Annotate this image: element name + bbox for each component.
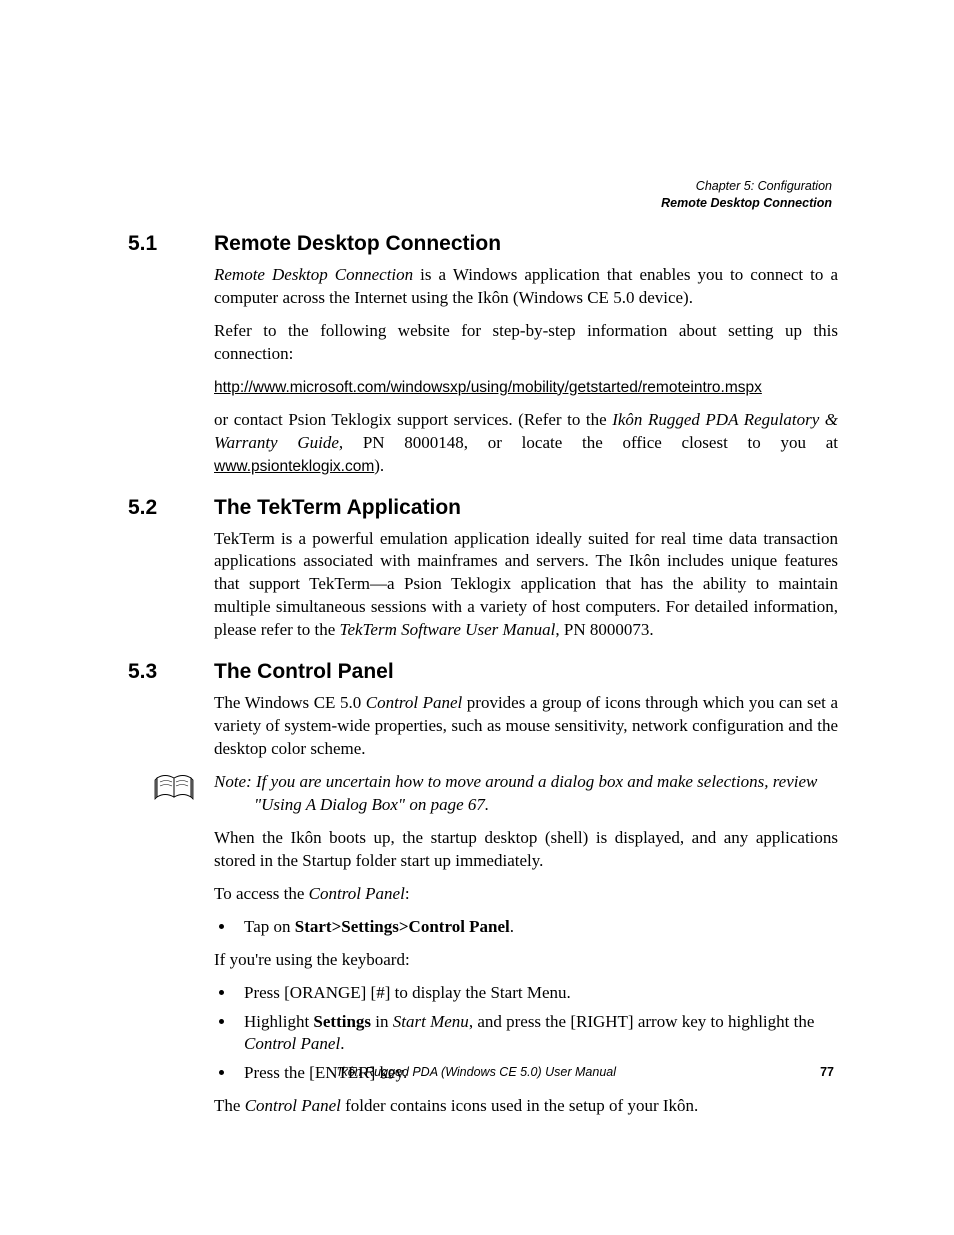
text: : (405, 884, 410, 903)
text: folder contains icons used in the setup … (341, 1096, 698, 1115)
paragraph: The Windows CE 5.0 Control Panel provide… (214, 692, 838, 761)
text: The (214, 1096, 245, 1115)
section-5-1: 5.1 Remote Desktop Connection Remote Des… (128, 232, 838, 478)
document-page: Chapter 5: Configuration Remote Desktop … (0, 0, 954, 1235)
section-number: 5.1 (128, 232, 214, 256)
note-block: Note: If you are uncertain how to move a… (128, 771, 838, 817)
section-heading: 5.2 The TekTerm Application (128, 496, 838, 520)
page-header: Chapter 5: Configuration Remote Desktop … (661, 178, 832, 212)
text: , PN 8000148, or locate the office close… (339, 433, 838, 452)
section-body: The Windows CE 5.0 Control Panel provide… (214, 692, 838, 761)
text: To access the (214, 884, 309, 903)
text: Note: If you are uncertain how to move a… (214, 772, 817, 791)
section-title: The Control Panel (214, 660, 394, 684)
text: in (371, 1012, 393, 1031)
page-number: 77 (820, 1065, 834, 1079)
section-number: 5.3 (128, 660, 214, 684)
section-number: 5.2 (128, 496, 214, 520)
page-content: 5.1 Remote Desktop Connection Remote Des… (128, 232, 838, 1136)
bullet-list: Tap on Start>Settings>Control Panel. (214, 916, 838, 939)
text-strong: Settings (313, 1012, 371, 1031)
text-strong: Start>Settings>Control Panel (295, 917, 510, 936)
list-item: Press [ORANGE] [#] to display the Start … (236, 982, 838, 1005)
book-icon (128, 771, 214, 806)
text-emphasis: Control Panel (245, 1096, 341, 1115)
list-item: Highlight Settings in Start Menu, and pr… (236, 1011, 838, 1057)
paragraph: If you're using the keyboard: (214, 949, 838, 972)
list-item: Tap on Start>Settings>Control Panel. (236, 916, 838, 939)
text-emphasis: Control Panel (309, 884, 405, 903)
text: Highlight (244, 1012, 313, 1031)
paragraph: http://www.microsoft.com/windowsxp/using… (214, 376, 838, 399)
text: Tap on (244, 917, 295, 936)
text-emphasis: Control Panel (366, 693, 462, 712)
section-heading: 5.3 The Control Panel (128, 660, 838, 684)
section-title: The TekTerm Application (214, 496, 461, 520)
header-section: Remote Desktop Connection (661, 195, 832, 212)
text: The Windows CE 5.0 (214, 693, 366, 712)
section-heading: 5.1 Remote Desktop Connection (128, 232, 838, 256)
note-text: Note: If you are uncertain how to move a… (214, 771, 838, 817)
text-emphasis: Start Menu (393, 1012, 469, 1031)
text: or contact Psion Teklogix support servic… (214, 410, 612, 429)
hyperlink[interactable]: http://www.microsoft.com/windowsxp/using… (214, 379, 762, 396)
footer-title: Ikôn Rugged PDA (Windows CE 5.0) User Ma… (0, 1065, 954, 1079)
text: . (340, 1034, 344, 1053)
section-title: Remote Desktop Connection (214, 232, 501, 256)
section-body: TekTerm is a powerful emulation applicat… (214, 528, 838, 643)
paragraph: To access the Control Panel: (214, 883, 838, 906)
text: . (510, 917, 514, 936)
header-chapter: Chapter 5: Configuration (661, 178, 832, 195)
text: , PN 8000073. (555, 620, 653, 639)
section-5-3: 5.3 The Control Panel The Windows CE 5.0… (128, 660, 838, 1118)
paragraph: When the Ikôn boots up, the startup desk… (214, 827, 838, 873)
paragraph: or contact Psion Teklogix support servic… (214, 409, 838, 478)
paragraph: The Control Panel folder contains icons … (214, 1095, 838, 1118)
paragraph: Remote Desktop Connection is a Windows a… (214, 264, 838, 310)
paragraph: Refer to the following website for step-… (214, 320, 838, 366)
text-emphasis: Control Panel (244, 1034, 340, 1053)
paragraph: TekTerm is a powerful emulation applicat… (214, 528, 838, 643)
text: "Using A Dialog Box" on page 67. (214, 794, 838, 817)
section-5-2: 5.2 The TekTerm Application TekTerm is a… (128, 496, 838, 643)
hyperlink[interactable]: www.psionteklogix.com (214, 458, 374, 475)
text: ). (374, 456, 384, 475)
section-body: Remote Desktop Connection is a Windows a… (214, 264, 838, 478)
text-emphasis: TekTerm Software User Manual (340, 620, 556, 639)
text-emphasis: Remote Desktop Connection (214, 265, 413, 284)
text: , and press the [RIGHT] arrow key to hig… (469, 1012, 815, 1031)
